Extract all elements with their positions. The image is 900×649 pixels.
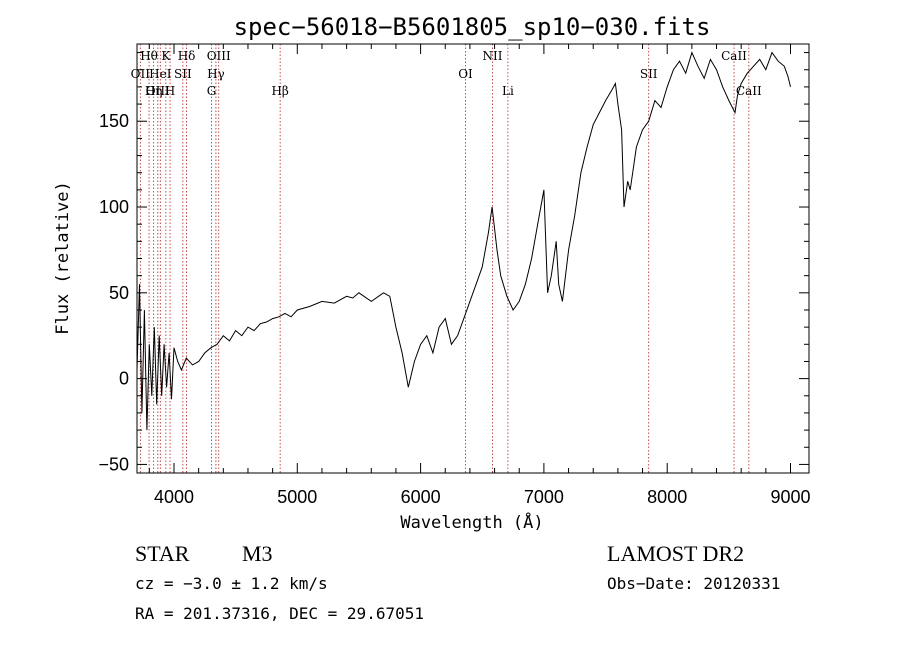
y-tick-label: 50: [109, 283, 129, 303]
spectral-line-label: CaII: [721, 49, 747, 63]
x-tick-label: 9000: [770, 487, 810, 507]
spectral-line-label: SII: [174, 67, 192, 81]
x-tick-label: 8000: [647, 487, 687, 507]
object-subclass: M3: [242, 541, 273, 566]
spectral-line-label: SII: [640, 67, 658, 81]
spectral-line-label: K: [161, 49, 171, 63]
object-class: STAR: [135, 541, 190, 566]
y-tick-label: 150: [99, 111, 129, 131]
x-tick-label: 7000: [524, 487, 564, 507]
redshift-info: cz = −3.0 ± 1.2 km/s: [135, 574, 328, 593]
survey-name: LAMOST DR2: [607, 541, 744, 566]
spectral-line-label: H: [165, 84, 175, 98]
y-tick-label: 100: [99, 197, 129, 217]
coordinates: RA = 201.37316, DEC = 29.67051: [135, 604, 424, 623]
y-axis: −50 0 50 100 150: [98, 52, 809, 474]
spectral-line-guides: [139, 44, 750, 473]
spectral-line-label: OI: [458, 67, 473, 81]
spectral-line-label: Hθ: [140, 49, 158, 63]
spectral-line-label: G: [207, 84, 217, 98]
plot-frame: [136, 43, 810, 474]
x-tick-label: 5000: [277, 487, 317, 507]
x-axis-label: Wavelength (Å): [400, 511, 543, 533]
x-tick-label: 6000: [401, 487, 441, 507]
y-tick-label: −50: [98, 454, 129, 474]
spectral-line-label: OIII: [207, 49, 231, 63]
obs-date: Obs−Date: 20120331: [607, 574, 780, 593]
chart-title: spec−56018−B5601805_sp10−030.fits: [234, 13, 711, 41]
spectral-line-label: Hγ: [207, 67, 225, 81]
spectral-line-label: CaII: [736, 84, 762, 98]
spectral-line-label: Li: [502, 84, 514, 98]
y-axis-label: Flux (relative): [53, 181, 73, 335]
spectral-line-label: Hδ: [178, 49, 196, 63]
spectral-line-label: HeI: [149, 67, 172, 81]
x-tick-label: 4000: [154, 487, 194, 507]
spectral-line-label: NII: [482, 49, 502, 63]
spectral-line-label: Hη: [145, 84, 163, 98]
spectral-line-label: OIII: [146, 84, 170, 98]
spectral-line-label: OII: [131, 67, 151, 81]
spectrum-series: [136, 51, 791, 431]
spectral-line-label: Hβ: [271, 84, 288, 98]
x-axis: 4000 5000 6000 7000 8000 9000: [148, 44, 811, 507]
y-tick-label: 0: [119, 369, 129, 389]
